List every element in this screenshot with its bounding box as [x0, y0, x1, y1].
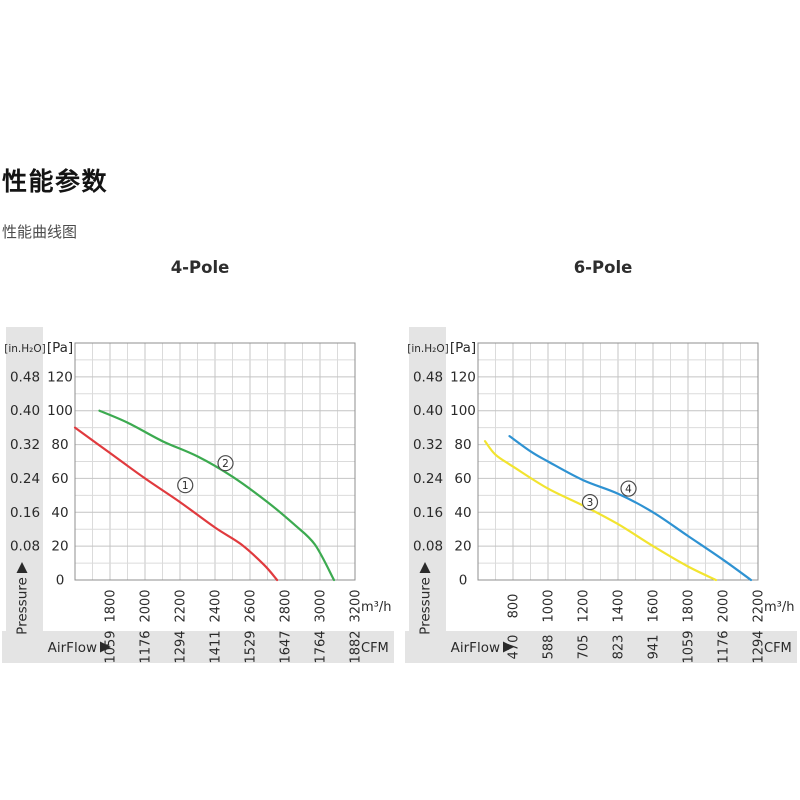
y-tick-inh2o: 0.08 [10, 539, 40, 555]
airflow-axis-label: AirFlow [48, 640, 97, 656]
plot-border [74, 342, 356, 581]
chart-title: 6-Pole [573, 258, 633, 277]
y-axis-header-pa: [Pa] [47, 340, 73, 356]
y-tick-inh2o: 0.24 [413, 471, 443, 487]
y-tick-pa: 40 [51, 505, 68, 521]
y-axis-header-pa: [Pa] [450, 340, 476, 356]
curve-label-circle-2 [217, 455, 234, 472]
x-tick-cfm: 1294 [174, 630, 189, 663]
y-tick-pa: 20 [454, 539, 471, 555]
cfm-axis-band [2, 631, 394, 663]
y-tick-pa: 0 [56, 573, 65, 589]
y-tick-pa: 80 [454, 437, 471, 453]
y-tick-pa: 20 [51, 539, 68, 555]
airflow-axis-label: AirFlow [451, 640, 500, 656]
x-tick-m3h: 1000 [542, 589, 557, 622]
charts-row: 4-Pole [in.H₂O] [Pa] 120 0.48 100 0.40 80 0.32 6… [2, 258, 800, 665]
performance-chart-4pole: [in.H₂O] [Pa]1200.481000.40800.32600.2440… [2, 327, 394, 664]
x-tick-m3h: 2400 [209, 589, 224, 622]
airflow-arrow-right-icon [503, 641, 514, 653]
x-tick-cfm: 1176 [717, 630, 732, 663]
x-tick-cfm: 1647 [279, 630, 294, 663]
x-tick-cfm: 1529 [244, 630, 259, 663]
x-tick-cfm: 1294 [752, 630, 767, 663]
y-tick-pa: 80 [51, 437, 68, 453]
page-title: 性能参数 [2, 167, 109, 196]
curve-label-circle-4 [620, 480, 637, 497]
y-tick-inh2o: 0.24 [10, 471, 40, 487]
curve-label-number-1: 1 [182, 480, 189, 492]
x-tick-cfm: 588 [542, 635, 557, 660]
x-tick-cfm: 823 [612, 635, 627, 660]
curve-label-number-2: 2 [222, 458, 229, 470]
x-tick-cfm: 1411 [209, 630, 224, 663]
y-tick-inh2o: 0.40 [10, 403, 40, 419]
x-tick-m3h: 2200 [752, 589, 767, 622]
x-tick-cfm: 1882 [349, 630, 364, 663]
plot-border [477, 342, 759, 581]
y-tick-pa: 60 [51, 471, 68, 487]
y-axis-header-inh2o: [in.H₂O] [407, 343, 448, 355]
curve-label-number-4: 4 [625, 483, 632, 495]
y-tick-pa: 100 [47, 403, 73, 419]
x-tick-cfm: 941 [647, 635, 662, 660]
y-tick-inh2o: 0.16 [10, 505, 40, 521]
x-tick-cfm: 705 [577, 635, 592, 660]
y-axis-header-inh2o: [in.H₂O] [4, 343, 45, 355]
pressure-axis-band [409, 327, 446, 631]
pressure-arrow-up-icon [419, 562, 431, 573]
page-subtitle: 性能曲线图 [2, 223, 78, 241]
x-tick-m3h: 3000 [314, 589, 329, 622]
pressure-axis-label: Pressure [418, 577, 434, 635]
x-axis-unit-m3h: m³/h [764, 600, 795, 615]
pressure-axis-band [6, 327, 43, 631]
y-tick-inh2o: 0.08 [413, 539, 443, 555]
pressure-arrow-up-icon [16, 562, 28, 573]
x-tick-m3h: 1800 [682, 589, 697, 622]
y-tick-pa: 120 [450, 369, 476, 385]
chart-title: 4-Pole [170, 258, 230, 277]
x-tick-m3h: 3200 [349, 589, 364, 622]
x-tick-m3h: 1400 [612, 589, 627, 622]
x-tick-m3h: 2000 [139, 589, 154, 622]
y-tick-inh2o: 0.32 [413, 437, 443, 453]
x-axis-unit-cfm: CFM [361, 641, 389, 656]
x-tick-m3h: 2800 [279, 589, 294, 622]
curve-label-circle-1 [177, 477, 194, 494]
curve-label-circle-3 [581, 494, 599, 511]
x-tick-m3h: 1200 [577, 589, 592, 622]
curve-1 [73, 426, 279, 582]
x-tick-m3h: 2200 [174, 589, 189, 622]
curve-4 [508, 435, 753, 582]
y-tick-inh2o: 0.16 [413, 505, 443, 521]
x-tick-m3h: 800 [507, 594, 522, 619]
x-tick-m3h: 1600 [647, 589, 662, 622]
curve-label-number-3: 3 [587, 497, 594, 509]
x-tick-m3h: 2600 [244, 589, 259, 622]
x-tick-cfm: 1764 [314, 630, 329, 663]
x-tick-cfm: 1059 [682, 630, 697, 663]
performance-chart-6pole: [in.H₂O] [Pa]1200.481000.40800.32600.2440… [405, 327, 797, 664]
x-tick-cfm: 1176 [139, 630, 154, 663]
y-tick-inh2o: 0.48 [413, 369, 443, 385]
cfm-axis-band [405, 631, 797, 663]
chart-panel-4pole: 4-Pole [in.H₂O] [Pa] 120 0.48 100 0.40 80 0.32 6… [2, 258, 398, 665]
curve-2 [98, 409, 336, 582]
y-tick-pa: 100 [450, 403, 476, 419]
y-tick-pa: 120 [47, 369, 73, 385]
x-axis-unit-m3h: m³/h [361, 600, 392, 615]
y-tick-pa: 60 [454, 471, 471, 487]
pressure-axis-label: Pressure [15, 577, 31, 635]
y-tick-pa: 0 [459, 573, 468, 589]
airflow-arrow-right-icon [100, 641, 111, 653]
y-tick-inh2o: 0.40 [413, 403, 443, 419]
x-tick-m3h: 2000 [717, 589, 732, 622]
y-tick-inh2o: 0.32 [10, 437, 40, 453]
x-tick-m3h: 1800 [104, 589, 119, 622]
y-tick-inh2o: 0.48 [10, 369, 40, 385]
y-tick-pa: 40 [454, 505, 471, 521]
chart-panel-6pole: 6-Pole [in.H₂O] [Pa] 120 0.48 100 0.40 80 0.32 6… [405, 258, 800, 665]
x-axis-unit-cfm: CFM [764, 641, 792, 656]
